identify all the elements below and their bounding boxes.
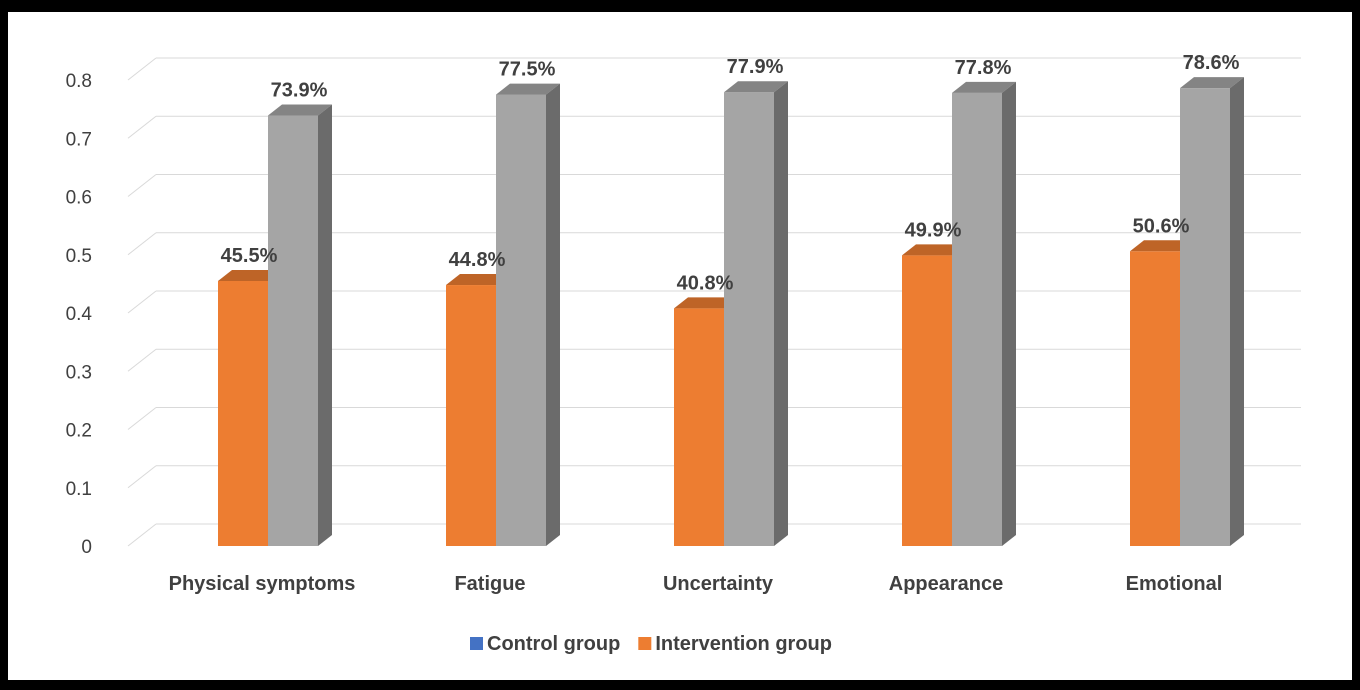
bar-intervention-front: [1130, 251, 1180, 546]
bar-chart: 0 0.1 0.2 0.3 0.4 0.5 0.6 0.7 0.8 45.5% 73.9% 44.8…: [66, 52, 1301, 655]
bar-side-face: [318, 104, 332, 546]
gridline-floor-edge: [127, 174, 157, 197]
chart-frame: 0 0.1 0.2 0.3 0.4 0.5 0.6 0.7 0.8 45.5% 73.9% 44.8…: [8, 12, 1352, 680]
gridline-floor-edge: [127, 57, 157, 81]
legend-swatch: [470, 637, 483, 650]
y-tick-label: 0.3: [66, 362, 92, 383]
bar-side-face: [1002, 81, 1016, 546]
bar-top-face: [218, 269, 282, 281]
bar-top-face: [952, 81, 1016, 93]
bar-control-front: [496, 94, 546, 546]
data-label: 44.8%: [449, 249, 506, 271]
y-tick-label: 0.1: [66, 479, 92, 500]
bar-side-face: [546, 83, 560, 546]
bar-intervention-front: [674, 308, 724, 546]
gridline-floor-edge: [127, 290, 157, 314]
bar-top-face: [724, 81, 788, 93]
data-label: 45.5%: [221, 245, 278, 267]
data-label: 77.9%: [727, 56, 784, 78]
y-axis-tick-labels: 0 0.1 0.2 0.3 0.4 0.5 0.6 0.7 0.8: [66, 71, 93, 558]
bar-top-face: [674, 297, 738, 309]
legend: Control group Intervention group: [470, 633, 832, 655]
y-tick-label: 0: [81, 537, 92, 558]
bar-side-face: [774, 81, 788, 547]
data-label: 50.6%: [1133, 215, 1190, 237]
bar-control-front: [268, 115, 318, 546]
bar-intervention-front: [902, 255, 952, 546]
gridline-floor-edge: [127, 232, 157, 256]
bar-control-front: [952, 92, 1002, 546]
bar-top-face: [1180, 77, 1244, 89]
y-tick-label: 0.5: [66, 246, 92, 267]
category-label: Fatigue: [454, 573, 525, 595]
data-label: 77.5%: [499, 59, 556, 81]
bar-top-face: [268, 104, 332, 116]
category-label: Emotional: [1126, 573, 1223, 595]
category-label: Appearance: [889, 573, 1004, 595]
y-tick-label: 0.7: [66, 129, 92, 150]
y-tick-label: 0.6: [66, 188, 92, 209]
legend-swatch: [638, 637, 652, 650]
data-labels: 45.5% 73.9% 44.8% 77.5% 40.8% 77.9% 49.9% 77.8%…: [221, 52, 1240, 294]
x-axis-category-labels: Physical symptoms Fatigue Uncertainty Appea…: [169, 573, 1223, 595]
bar-control-front: [1180, 88, 1230, 546]
bars: [218, 77, 1244, 547]
legend-label: Intervention group: [655, 633, 832, 655]
y-tick-label: 0.4: [66, 304, 93, 325]
data-label: 73.9%: [271, 80, 328, 102]
bar-top-face: [902, 244, 966, 256]
data-label: 40.8%: [677, 272, 734, 294]
bar-side-face: [1230, 77, 1244, 546]
bar-control-front: [724, 92, 774, 547]
data-label: 78.6%: [1183, 52, 1240, 74]
bar-top-face: [446, 274, 510, 286]
y-tick-label: 0.2: [66, 421, 92, 442]
bar-intervention-front: [218, 280, 268, 546]
gridline-floor-edge: [127, 348, 157, 372]
bar-top-face: [496, 83, 560, 95]
category-label: Physical symptoms: [169, 573, 356, 595]
y-tick-label: 0.8: [66, 71, 92, 92]
category-label: Uncertainty: [663, 573, 774, 595]
gridline-floor-edge: [127, 465, 157, 489]
gridline-floor-edge: [127, 407, 157, 430]
legend-label: Control group: [487, 633, 620, 655]
gridline-floor-edge: [127, 115, 157, 139]
data-label: 49.9%: [905, 219, 962, 241]
bar-intervention-front: [446, 285, 496, 546]
data-label: 77.8%: [955, 57, 1012, 79]
bar-top-face: [1130, 240, 1194, 252]
gridline-floor-edge: [127, 523, 157, 547]
